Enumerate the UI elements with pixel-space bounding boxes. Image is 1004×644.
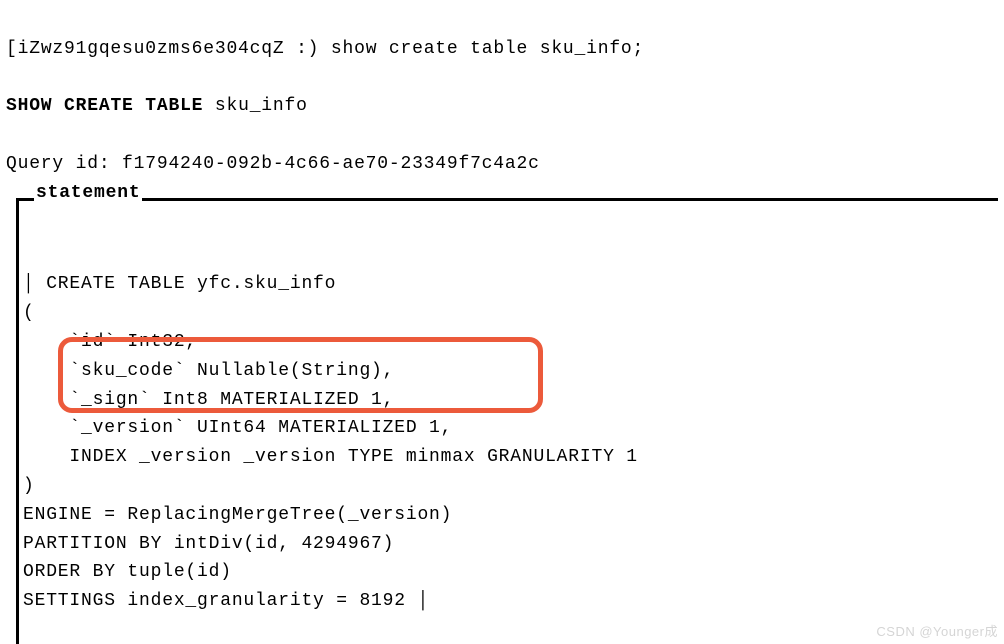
line-create: │ CREATE TABLE yfc.sku_info (23, 274, 336, 294)
line-partition: PARTITION BY intDiv(id, 4294967) (23, 534, 394, 554)
line-col-index: INDEX _version _version TYPE minmax GRAN… (23, 447, 638, 467)
box-body: │ CREATE TABLE yfc.sku_info ( `id` Int32… (16, 213, 998, 644)
line-close-paren: ) (23, 476, 35, 496)
table-name: sku_info (215, 96, 308, 116)
hostname: iZwz91gqesu0zms6e304cqZ (18, 39, 285, 59)
watermark: CSDN @Younger成 (876, 621, 998, 640)
line-open-paren: ( (23, 303, 35, 323)
line-settings: SETTINGS index_granularity = 8192 │ (23, 591, 429, 611)
kw-create: CREATE (64, 96, 134, 116)
line-col-sku-code: `sku_code` Nullable(String), (23, 361, 394, 381)
result-box: statement │ CREATE TABLE yfc.sku_info ( … (6, 185, 998, 644)
echoed-statement: SHOW CREATE TABLE sku_info (6, 96, 308, 116)
terminal-output: [iZwz91gqesu0zms6e304cqZ :) show create … (0, 0, 1004, 179)
line-engine: ENGINE = ReplacingMergeTree(_version) (23, 505, 452, 525)
box-label: statement (34, 183, 142, 203)
prompt-line: [iZwz91gqesu0zms6e304cqZ :) show create … (6, 39, 644, 59)
sql-command: show create table sku_info; (331, 39, 644, 59)
kw-table: TABLE (145, 96, 203, 116)
query-id-value: f1794240-092b-4c66-ae70-23349f7c4a2c (122, 154, 540, 174)
query-id-line: Query id: f1794240-092b-4c66-ae70-23349f… (6, 154, 540, 174)
box-top-border: statement (6, 185, 998, 213)
line-order: ORDER BY tuple(id) (23, 562, 232, 582)
line-col-version: `_version` UInt64 MATERIALIZED 1, (23, 418, 452, 438)
kw-show: SHOW (6, 96, 52, 116)
query-id-label: Query id: (6, 154, 110, 174)
line-col-id: `id` Int32, (23, 332, 197, 352)
prompt-symbol: :) (296, 39, 319, 59)
line-col-sign: `_sign` Int8 MATERIALIZED 1, (23, 390, 394, 410)
